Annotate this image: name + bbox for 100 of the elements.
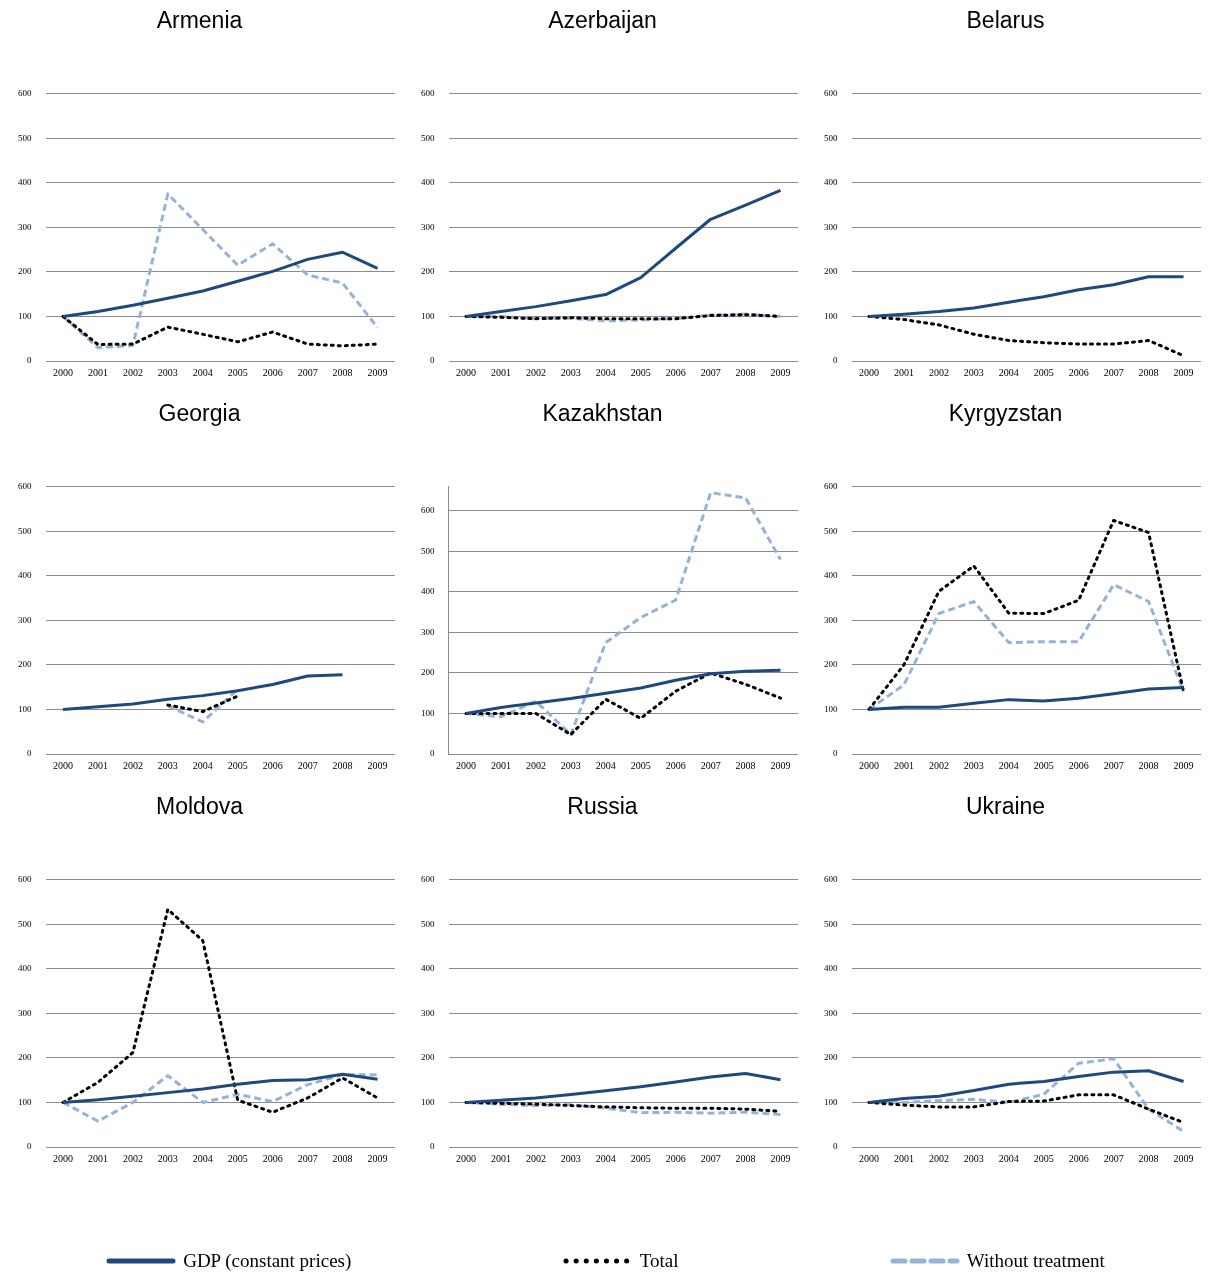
x-tick-label: 2001: [893, 366, 914, 378]
y-tick-label: 400: [824, 177, 838, 188]
x-tick-label: 2001: [87, 1152, 108, 1164]
x-tick-label: 2002: [122, 1152, 143, 1164]
x-tick-label: 2004: [595, 1152, 616, 1164]
x-tick-label: 2007: [700, 1152, 721, 1164]
y-tick-label: 200: [421, 266, 435, 277]
y-tick-label: 600: [824, 873, 838, 884]
x-tick-label: 2009: [770, 759, 791, 771]
y-tick-label: 300: [18, 221, 32, 232]
x-tick-label: 2007: [1103, 366, 1124, 378]
x-tick-label: 2005: [630, 366, 651, 378]
x-tick-label: 2002: [525, 759, 546, 771]
x-tick-label: 2001: [893, 1152, 914, 1164]
x-tick-label: 2000: [455, 759, 476, 771]
x-tick-label: 2002: [928, 759, 949, 771]
x-tick-label: 2002: [525, 1152, 546, 1164]
y-tick-label: 400: [18, 177, 32, 188]
x-tick-label: 2005: [1033, 1152, 1054, 1164]
x-tick-label: 2009: [770, 1152, 791, 1164]
x-tick-label: 2000: [52, 759, 73, 771]
x-tick-label: 2007: [297, 1152, 318, 1164]
y-tick-label: 600: [421, 873, 435, 884]
y-tick-label: 600: [421, 505, 435, 516]
line-series: [464, 671, 783, 737]
y-tick-label: 600: [18, 480, 32, 491]
line-series: [61, 192, 380, 350]
x-tick-label: 2005: [227, 759, 248, 771]
y-tick-label: 0: [833, 1141, 838, 1152]
y-tick-label: 600: [18, 873, 32, 884]
y-tick-label: 500: [421, 545, 435, 556]
y-tick-label: 300: [824, 221, 838, 232]
chart-title: Kazakhstan: [542, 400, 663, 427]
x-tick-label: 2003: [560, 1152, 581, 1164]
x-tick-label: 2000: [455, 1152, 476, 1164]
x-tick-label: 2002: [122, 366, 143, 378]
x-tick-label: 2001: [893, 759, 914, 771]
x-tick-label: 2006: [262, 1152, 283, 1164]
x-tick-label: 2006: [665, 366, 686, 378]
x-tick-label: 2000: [858, 366, 879, 378]
x-tick-label: 2003: [157, 759, 178, 771]
x-tick-label: 2006: [1068, 759, 1089, 771]
chart-title: Georgia: [158, 400, 241, 427]
x-tick-label: 2006: [262, 759, 283, 771]
x-tick-label: 2001: [87, 759, 108, 771]
x-tick-label: 2008: [332, 366, 353, 378]
x-tick-label: 2008: [735, 1152, 756, 1164]
x-tick-label: 2008: [1138, 366, 1159, 378]
y-tick-label: 200: [824, 1052, 838, 1063]
y-tick-label: 300: [421, 1007, 435, 1018]
x-tick-label: 2008: [735, 366, 756, 378]
y-tick-label: 100: [824, 1096, 838, 1107]
x-tick-label: 2003: [963, 759, 984, 771]
x-tick-label: 2006: [262, 366, 283, 378]
x-tick-label: 2005: [227, 1152, 248, 1164]
chart-title: Armenia: [156, 7, 243, 34]
y-tick-label: 600: [824, 480, 838, 491]
y-tick-label: 600: [18, 87, 32, 98]
chart-title: Russia: [567, 793, 638, 820]
y-tick-label: 100: [421, 310, 435, 321]
x-tick-label: 2000: [858, 759, 879, 771]
y-tick-label: 400: [18, 570, 32, 581]
x-tick-label: 2002: [928, 366, 949, 378]
x-tick-label: 2004: [998, 759, 1019, 771]
y-tick-label: 0: [27, 748, 32, 759]
x-tick-label: 2006: [1068, 366, 1089, 378]
x-tick-label: 2002: [928, 1152, 949, 1164]
y-tick-label: 200: [824, 266, 838, 277]
x-tick-label: 2008: [332, 759, 353, 771]
x-tick-label: 2005: [1033, 366, 1054, 378]
y-tick-label: 0: [430, 748, 435, 759]
y-tick-label: 100: [18, 310, 32, 321]
y-tick-label: 500: [18, 525, 32, 536]
x-tick-label: 2005: [227, 366, 248, 378]
x-tick-label: 2003: [157, 1152, 178, 1164]
x-tick-label: 2008: [332, 1152, 353, 1164]
y-tick-label: 400: [824, 570, 838, 581]
x-tick-label: 2004: [595, 759, 616, 771]
y-tick-label: 400: [421, 586, 435, 597]
y-tick-label: 100: [18, 1096, 32, 1107]
y-tick-label: 100: [824, 310, 838, 321]
x-tick-label: 2005: [630, 1152, 651, 1164]
y-tick-label: 0: [27, 1141, 32, 1152]
chart-title: Kyrgyzstan: [948, 400, 1063, 427]
x-tick-label: 2003: [560, 759, 581, 771]
y-tick-label: 200: [421, 1052, 435, 1063]
y-tick-label: 0: [27, 355, 32, 366]
chart-title: Ukraine: [965, 793, 1046, 820]
y-tick-label: 400: [824, 963, 838, 974]
y-tick-label: 500: [824, 525, 838, 536]
x-tick-label: 2004: [192, 366, 213, 378]
x-tick-label: 2005: [630, 759, 651, 771]
x-tick-label: 2003: [560, 366, 581, 378]
x-tick-label: 2003: [963, 1152, 984, 1164]
x-tick-label: 2004: [192, 759, 213, 771]
y-tick-label: 300: [824, 614, 838, 625]
y-tick-label: 200: [18, 266, 32, 277]
y-tick-label: 200: [18, 659, 32, 670]
line-series: [61, 907, 380, 1114]
y-tick-label: 400: [421, 963, 435, 974]
